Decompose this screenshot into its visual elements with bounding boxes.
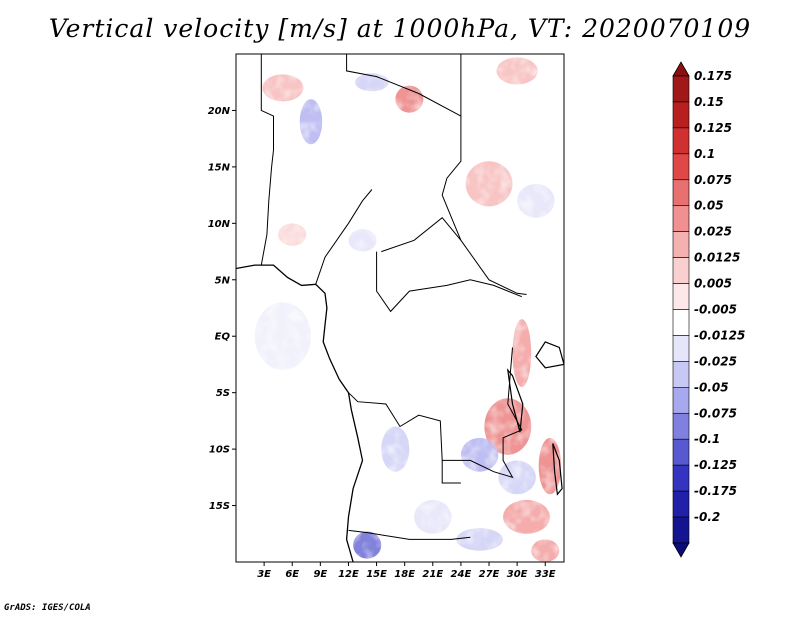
country-border — [381, 217, 462, 253]
colorbar-swatch — [672, 283, 690, 310]
lon-tick-label: 6E — [285, 569, 299, 580]
colorbar-swatch — [672, 464, 690, 492]
lat-tick-label: 10N — [208, 219, 231, 230]
lat-tick-label: 5N — [215, 275, 231, 286]
colorbar-label: 0.1 — [694, 147, 715, 161]
coastline — [236, 264, 364, 562]
colorbar-label: -0.075 — [694, 406, 737, 420]
colorbar-swatch — [672, 127, 690, 155]
colorbar-swatch — [672, 387, 690, 414]
colorbar-label: -0.025 — [694, 354, 737, 368]
country-border — [460, 240, 527, 295]
colorbar-label: -0.125 — [694, 458, 737, 472]
colorbar-swatch — [672, 438, 690, 466]
lat-tick-label: 5S — [216, 388, 230, 399]
lon-tick-label: 3E — [257, 569, 271, 580]
colorbar-label: 0.05 — [694, 199, 724, 213]
lon-tick-label: 15E — [366, 569, 387, 580]
colorbar-swatch — [672, 257, 690, 284]
colorbar-label: 0.0125 — [694, 251, 740, 265]
map-title: Vertical velocity [m/s] at 1000hPa, VT: … — [48, 14, 752, 43]
country-border — [441, 116, 462, 241]
country-border — [376, 251, 522, 313]
lake-outline — [506, 368, 524, 433]
colorbar-label: 0.025 — [694, 225, 732, 239]
colorbar-swatch — [672, 361, 690, 388]
colorbar-swatch — [672, 516, 690, 544]
lon-tick-label: 27E — [479, 569, 500, 580]
colorbar-swatch — [672, 75, 690, 103]
colorbar-swatch — [672, 153, 690, 181]
lake-outline — [552, 443, 563, 496]
lon-tick-label: 9E — [313, 569, 327, 580]
colorbar-label: -0.005 — [694, 303, 737, 317]
colorbar-label: 0.125 — [694, 121, 732, 135]
lat-tick-label: 15N — [208, 162, 231, 173]
lon-tick-label: 12E — [338, 569, 359, 580]
colorbar-bottom-arrow — [672, 542, 690, 558]
colorbar-label: -0.2 — [694, 510, 720, 524]
lat-tick-label: EQ — [215, 332, 231, 343]
colorbar-legend: 0.175 0.15 0.125 0.1 0.075 0.05 0.025 0.0125 0.0… — [672, 61, 745, 558]
country-border — [315, 189, 373, 285]
colorbar-swatch — [672, 309, 690, 336]
colorbar-label: -0.1 — [694, 432, 720, 446]
colorbar-swatch — [672, 231, 690, 258]
colorbar-swatch — [672, 490, 690, 518]
colorbar-swatch — [672, 412, 690, 440]
lon-tick-label: 30E — [507, 569, 528, 580]
grads-credit: GrADS: IGES/COLA — [4, 603, 91, 613]
country-border — [260, 54, 274, 167]
colorbar-label: 0.15 — [694, 95, 724, 109]
lat-tick-label: 10S — [209, 445, 230, 456]
lon-tick-label: 33E — [535, 569, 556, 580]
colorbar-top-arrow — [672, 61, 690, 77]
lon-tick-label: 24E — [451, 569, 472, 580]
colorbar-label: -0.0125 — [694, 328, 745, 342]
colorbar-label: 0.175 — [694, 69, 732, 83]
colorbar-swatch — [672, 101, 690, 129]
lat-tick-label: 20N — [208, 106, 231, 117]
country-border — [348, 529, 471, 540]
colorbar-swatch — [672, 179, 690, 207]
colorbar-label: 0.005 — [694, 277, 732, 291]
speckle-texture — [236, 54, 564, 562]
colorbar-swatch — [672, 205, 690, 232]
lon-tick-label: 21E — [422, 569, 443, 580]
lake-outline — [535, 341, 564, 369]
country-border — [348, 392, 443, 461]
colorbar-label: -0.175 — [694, 484, 737, 498]
plot-frame — [235, 53, 565, 563]
country-border — [260, 166, 273, 266]
colorbar-label: 0.075 — [694, 173, 732, 187]
lon-tick-label: 18E — [394, 569, 415, 580]
country-border — [346, 54, 462, 117]
lat-tick-label: 15S — [209, 501, 230, 512]
geography-lines — [236, 54, 564, 562]
colorbar-label: -0.05 — [694, 380, 729, 394]
map-axes: 20N 15N 10N 5N EQ 5S 10S 15S 3E 6E 9E 12E 15E 18E 21E 2… — [208, 106, 556, 580]
colorbar-swatch — [672, 335, 690, 362]
